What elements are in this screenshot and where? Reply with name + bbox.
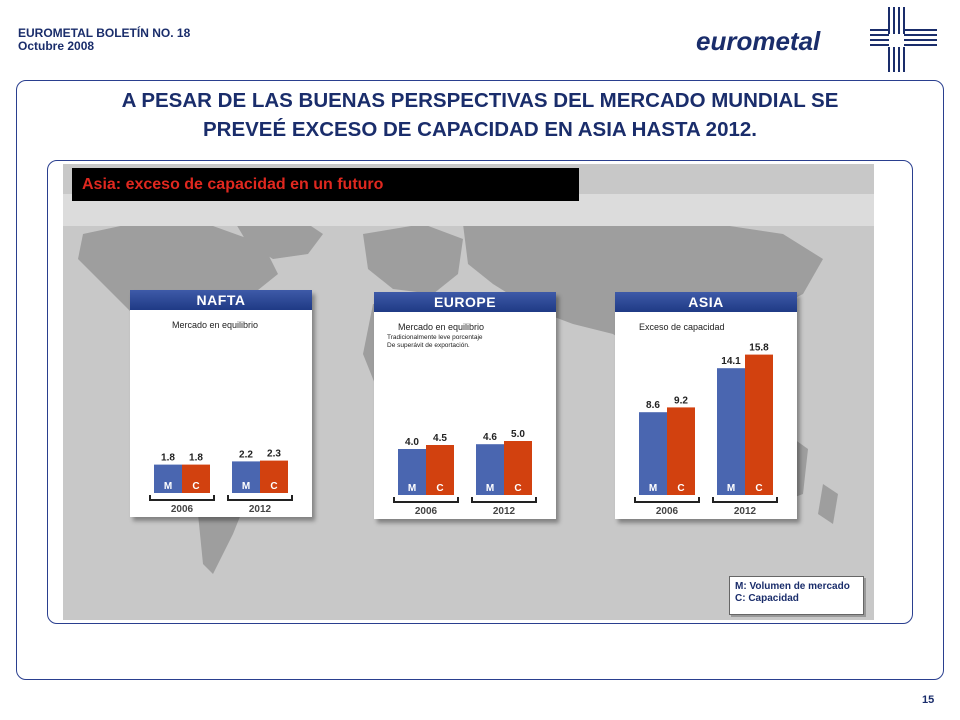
europe-value-label: 4.5 bbox=[433, 433, 447, 444]
europe-panel: EUROPE Mercado en equilibrio Tradicionalm… bbox=[374, 292, 556, 519]
title-line-1: A PESAR DE LAS BUENAS PERSPECTIVAS DEL M… bbox=[121, 89, 839, 112]
europe-year-bracket bbox=[471, 497, 537, 503]
europe-series-label: C bbox=[514, 483, 521, 494]
nafta-value-label: 2.2 bbox=[239, 449, 253, 460]
europe-year-bracket bbox=[393, 497, 459, 503]
nafta-year-label: 2006 bbox=[171, 504, 194, 515]
nafta-bar-M-2012 bbox=[232, 461, 260, 493]
europe-panel-title: EUROPE bbox=[374, 292, 556, 312]
europe-bar-M-2006 bbox=[398, 449, 426, 495]
asia-bar-M-2006 bbox=[639, 412, 667, 495]
nafta-value-label: 2.3 bbox=[267, 449, 281, 460]
asia-value-label: 9.2 bbox=[674, 395, 688, 406]
europe-bar-C-2006 bbox=[426, 445, 454, 495]
nafta-bar-C-2012 bbox=[260, 460, 288, 493]
logo-cross-icon bbox=[870, 7, 937, 72]
europe-note-line: De superávit de exportación. bbox=[387, 342, 470, 349]
europe-series-label: M bbox=[486, 483, 494, 494]
title-line-2: PREVEÉ EXCESO DE CAPACIDAD EN ASIA HASTA… bbox=[202, 118, 757, 141]
europe-value-label: 4.0 bbox=[405, 437, 419, 448]
europe-note-line: Tradicionalmente leve porcentaje bbox=[387, 334, 483, 341]
nafta-series-label: C bbox=[270, 481, 277, 492]
nafta-value-label: 1.8 bbox=[189, 453, 203, 464]
asia-year-label: 2006 bbox=[656, 506, 679, 517]
europe-year-label: 2006 bbox=[415, 506, 438, 517]
europe-year-label: 2012 bbox=[493, 506, 516, 517]
chart-frame bbox=[47, 160, 913, 624]
asia-panel-title: ASIA bbox=[615, 292, 797, 312]
section-label: Asia: exceso de capacidad en un futuro bbox=[72, 168, 579, 201]
europe-series-label: M bbox=[408, 483, 416, 494]
chart-legend: M: Volumen de mercado C: Capacidad bbox=[729, 576, 864, 615]
europe-series-label: C bbox=[436, 483, 443, 494]
asia-bar-M-2012 bbox=[717, 368, 745, 495]
europe-value-label: 5.0 bbox=[511, 429, 525, 440]
asia-value-label: 15.8 bbox=[749, 343, 769, 354]
nafta-value-label: 1.8 bbox=[161, 453, 175, 464]
content-frame bbox=[16, 80, 944, 680]
europe-value-label: 4.6 bbox=[483, 432, 497, 443]
asia-series-label: M bbox=[727, 483, 735, 494]
asia-year-bracket bbox=[712, 497, 778, 503]
nafta-bar-C-2006 bbox=[182, 464, 210, 493]
nafta-panel: NAFTA Mercado en equilibrio 1.8 M 1.8 C 2006 2… bbox=[130, 290, 312, 517]
asia-bar-C-2006 bbox=[667, 407, 695, 495]
page-title: A PESAR DE LAS BUENAS PERSPECTIVAS DEL M… bbox=[40, 86, 920, 144]
asia-bar-C-2012 bbox=[745, 354, 773, 495]
asia-year-label: 2012 bbox=[734, 506, 757, 517]
europe-bar-C-2012 bbox=[504, 441, 532, 495]
asia-value-label: 8.6 bbox=[646, 400, 660, 411]
nafta-series-label: C bbox=[192, 481, 199, 492]
nafta-chart: Mercado en equilibrio 1.8 M 1.8 C 2006 2.2 M 2.3… bbox=[149, 320, 293, 515]
nafta-subtitle: Mercado en equilibrio bbox=[172, 320, 258, 330]
europe-subtitle: Mercado en equilibrio bbox=[398, 322, 484, 332]
legend-capacity: C: Capacidad bbox=[735, 593, 799, 604]
asia-value-label: 14.1 bbox=[721, 356, 741, 367]
logo-text: eurometal bbox=[696, 26, 821, 56]
asia-chart: Exceso de capacidad 8.6 M 9.2 C 2006 14.1 M 15.8… bbox=[634, 322, 778, 517]
bulletin-title: EUROMETAL BOLETÍN NO. 18 bbox=[18, 26, 191, 40]
eurometal-logo: eurometal bbox=[696, 7, 937, 72]
nafta-year-bracket bbox=[149, 495, 215, 501]
nafta-year-bracket bbox=[227, 495, 293, 501]
asia-year-bracket bbox=[634, 497, 700, 503]
asia-panel: ASIA Exceso de capacidad 8.6 M 9.2 C 2006 14.1… bbox=[615, 292, 797, 519]
bulletin-date: Octubre 2008 bbox=[18, 39, 95, 53]
nafta-bar-M-2006 bbox=[154, 464, 182, 493]
nafta-year-label: 2012 bbox=[249, 504, 272, 515]
europe-bar-M-2012 bbox=[476, 444, 504, 495]
legend-market: M: Volumen de mercado bbox=[735, 581, 850, 592]
asia-series-label: C bbox=[677, 483, 684, 494]
asia-series-label: M bbox=[649, 483, 657, 494]
nafta-series-label: M bbox=[164, 481, 172, 492]
nafta-series-label: M bbox=[242, 481, 250, 492]
page-number: 15 bbox=[922, 694, 935, 706]
nafta-panel-title: NAFTA bbox=[130, 290, 312, 310]
asia-subtitle: Exceso de capacidad bbox=[639, 322, 725, 332]
asia-series-label: C bbox=[755, 483, 762, 494]
europe-chart: Mercado en equilibrio Tradicionalmente le… bbox=[387, 322, 537, 517]
bulletin-header: EUROMETAL BOLETÍN NO. 18 Octubre 2008 bbox=[18, 27, 190, 53]
